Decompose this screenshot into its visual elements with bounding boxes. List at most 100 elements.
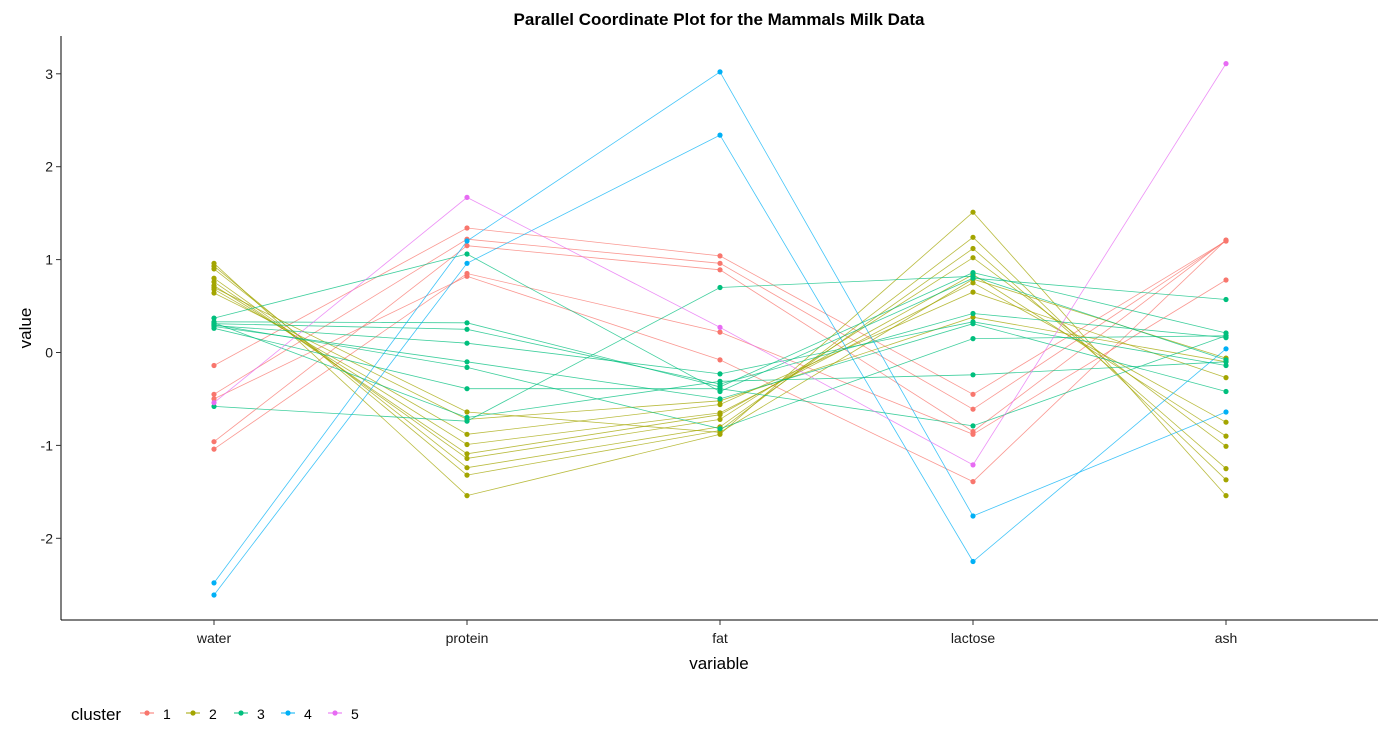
legend-key-point	[285, 710, 291, 716]
data-point	[1223, 375, 1229, 381]
y-tick-label: 1	[45, 252, 53, 268]
data-point	[464, 340, 470, 346]
data-point	[464, 386, 470, 392]
data-point	[717, 69, 723, 75]
y-tick-label: -2	[41, 530, 54, 546]
data-point	[464, 441, 470, 448]
data-point	[1223, 359, 1229, 365]
data-point	[970, 255, 976, 261]
data-point	[970, 289, 976, 295]
data-point	[970, 372, 976, 378]
data-point	[970, 462, 976, 468]
data-point	[970, 391, 976, 397]
data-point	[464, 431, 470, 437]
data-point	[464, 243, 470, 249]
data-point	[717, 426, 723, 432]
data-point	[464, 326, 470, 332]
y-axis-ticks: 3 2 1 0 -1 -2	[41, 66, 61, 546]
data-point	[211, 396, 217, 402]
data-point	[970, 423, 976, 429]
data-point	[464, 409, 470, 415]
data-point	[717, 410, 723, 416]
data-point	[1223, 409, 1229, 415]
data-point	[1223, 296, 1229, 303]
data-point	[717, 401, 723, 408]
legend: cluster 1 2 3 4 5	[71, 705, 359, 724]
data-point	[970, 310, 976, 317]
data-point	[464, 260, 470, 266]
legend-entry-label: 2	[209, 706, 217, 722]
data-point	[717, 260, 723, 266]
data-point	[970, 479, 976, 485]
series-line-25	[213, 134, 1227, 596]
data-point	[970, 336, 976, 342]
data-point	[211, 266, 217, 272]
data-point	[970, 513, 976, 519]
data-point	[970, 280, 976, 286]
y-tick-label: 3	[45, 66, 53, 82]
data-point	[211, 290, 217, 296]
data-point	[717, 371, 723, 377]
x-tick-label: ash	[1215, 630, 1238, 646]
legend-entry-label: 5	[351, 706, 359, 722]
data-point	[717, 386, 723, 392]
data-point	[211, 279, 217, 285]
data-point	[717, 324, 723, 330]
data-point	[464, 238, 470, 244]
data-point	[464, 251, 470, 257]
data-point	[211, 391, 217, 397]
data-point	[211, 439, 217, 445]
y-axis-label: value	[16, 308, 35, 349]
data-point	[211, 275, 217, 281]
data-point	[717, 378, 723, 384]
data-point	[717, 416, 723, 422]
data-point	[211, 403, 217, 409]
data-point	[970, 321, 976, 327]
x-axis-ticks: water protein fat lactose ash	[196, 620, 1237, 646]
data-point	[1223, 333, 1229, 339]
data-point	[464, 273, 470, 279]
data-point	[970, 431, 976, 437]
chart-title: Parallel Coordinate Plot for the Mammals…	[514, 10, 925, 29]
data-point	[211, 362, 217, 369]
data-point	[1223, 362, 1229, 369]
data-point	[1223, 433, 1229, 439]
data-point	[464, 414, 470, 421]
data-point	[970, 558, 976, 565]
data-point	[464, 465, 470, 471]
data-point	[464, 320, 470, 326]
data-point	[1223, 277, 1229, 283]
legend-key-point	[144, 710, 150, 716]
data-point	[1223, 493, 1229, 499]
x-tick-label: protein	[446, 630, 489, 646]
data-point	[717, 429, 723, 435]
data-point	[464, 194, 470, 200]
data-point	[717, 284, 723, 291]
y-tick-label: 2	[45, 159, 53, 175]
data-point	[717, 253, 723, 259]
data-point	[1223, 419, 1229, 425]
data-point	[970, 273, 976, 279]
data-point	[970, 406, 976, 412]
data-point	[1223, 443, 1229, 449]
data-point	[211, 446, 217, 452]
data-point	[464, 455, 470, 461]
x-tick-label: fat	[712, 630, 728, 646]
x-tick-label: lactose	[951, 630, 996, 646]
data-point	[211, 315, 217, 321]
data-point	[211, 325, 217, 331]
legend-key-point	[190, 710, 196, 716]
data-point	[211, 320, 217, 326]
data-point	[1223, 466, 1229, 472]
data-point	[970, 270, 976, 276]
legend-entry-label: 4	[304, 706, 312, 722]
data-point	[717, 357, 723, 363]
legend-entry-label: 3	[257, 706, 265, 722]
data-point	[211, 592, 217, 598]
legend-key-point	[238, 710, 244, 716]
data-point	[970, 314, 976, 320]
data-point	[464, 225, 470, 231]
data-point	[211, 284, 217, 291]
series-points	[211, 61, 1229, 598]
data-point	[464, 418, 470, 424]
